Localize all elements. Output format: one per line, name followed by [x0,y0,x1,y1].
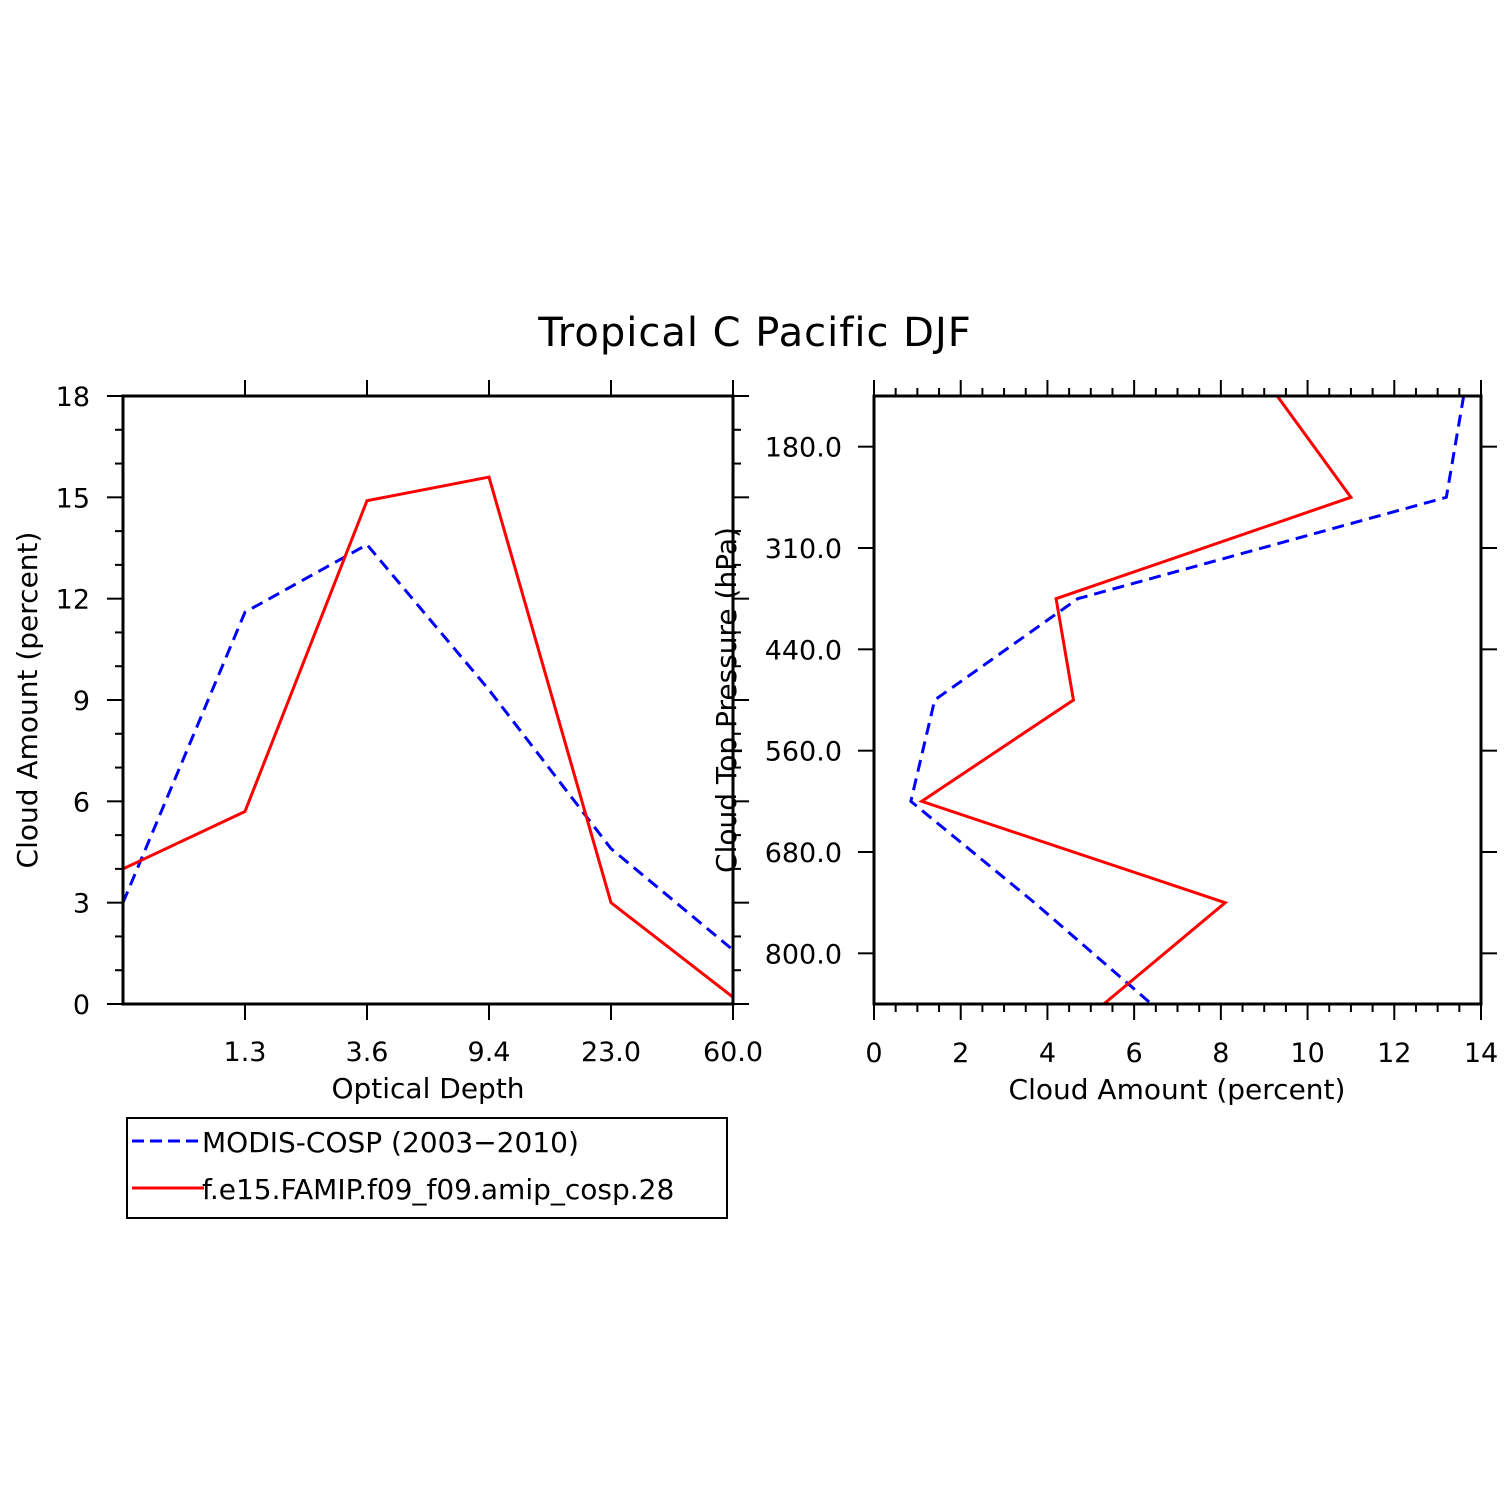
left-x-tick-label: 60.0 [703,1037,763,1068]
left-axis-ticks: 0 3 6 9 12 15 18 1.3 3.6 9.4 23.0 60.0 [56,380,763,1068]
left-series-obs [121,542,734,952]
left-x-tick-label: 3.6 [346,1037,389,1068]
right-y-tick-label: 800.0 [765,939,842,970]
left-x-axis-label: Optical Depth [331,1072,524,1105]
left-y-tick-label: 12 [56,585,90,616]
right-x-axis-label: Cloud Amount (percent) [1009,1073,1346,1106]
right-x-tick-label: 0 [865,1038,882,1069]
optical-depth-chart: 0 3 6 9 12 15 18 1.3 3.6 9.4 23.0 60.0 Optical Dept… [11,380,763,1105]
right-y-axis-label: Cloud Top Pressure (hPa) [710,527,743,873]
right-series-obs [909,395,1466,1006]
right-x-tick-label: 10 [1290,1038,1324,1069]
left-series-model [122,475,734,999]
right-x-tick-label: 8 [1212,1038,1229,1069]
right-x-tick-label: 4 [1039,1038,1056,1069]
legend-box [126,1117,728,1219]
right-y-tick-label: 310.0 [765,534,842,565]
left-y-tick-label: 0 [73,990,90,1021]
figure-title: Tropical C Pacific DJF [537,310,972,356]
legend-label-model: f.e15.FAMIP.f09_f09.amip_cosp.28 [202,1173,674,1206]
left-x-tick-label: 9.4 [468,1037,511,1068]
legend: MODIS-COSP (2003−2010) f.e15.FAMIP.f09_f… [126,1117,728,1219]
legend-label-obs: MODIS-COSP (2003−2010) [202,1126,579,1159]
right-y-tick-label: 180.0 [765,433,842,464]
right-x-tick-label: 12 [1377,1038,1411,1069]
left-x-tick-label: 1.3 [224,1037,267,1068]
left-x-tick-label: 23.0 [581,1037,641,1068]
left-y-tick-label: 3 [73,889,90,920]
right-series-model [918,395,1354,1006]
left-plot-frame [121,394,735,1006]
right-y-tick-label: 560.0 [765,737,842,768]
left-y-axis-label: Cloud Amount (percent) [11,532,44,869]
left-y-tick-label: 6 [73,787,90,818]
left-y-tick-label: 15 [56,483,90,514]
right-plot-frame [872,394,1483,1006]
right-y-tick-label: 440.0 [765,635,842,666]
left-series-lines [121,475,734,999]
right-x-tick-label: 14 [1464,1038,1498,1069]
left-y-tick-label: 18 [56,382,90,413]
right-x-tick-label: 2 [952,1038,969,1069]
right-y-tick-label: 680.0 [765,838,842,869]
right-x-tick-label: 6 [1126,1038,1143,1069]
right-series-lines [909,395,1466,1006]
left-y-tick-label: 9 [73,686,90,717]
right-axis-ticks: 0 2 4 6 8 10 12 14 180.0 310.0 440.0 560.0 680.0 800.… [765,380,1498,1069]
cloud-top-pressure-chart: 0 2 4 6 8 10 12 14 180.0 310.0 440.0 560.0 680.0 800.… [710,380,1498,1106]
